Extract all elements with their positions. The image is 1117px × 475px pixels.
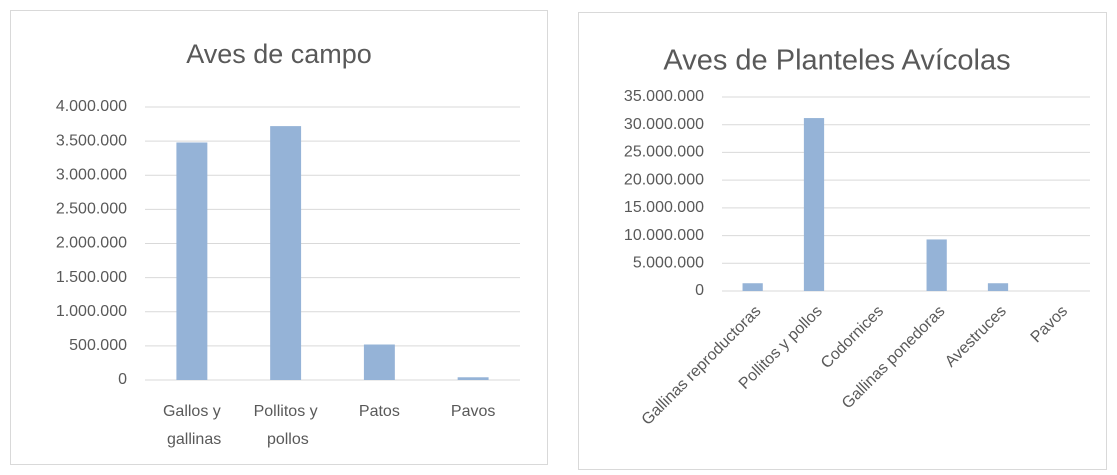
- y-tick-label: 1.000.000: [56, 303, 127, 320]
- bar: [987, 283, 1009, 291]
- x-tick-label: Gallos y gallinas: [163, 403, 222, 448]
- y-tick-label: 20.000.000: [624, 171, 704, 188]
- bar: [176, 142, 208, 380]
- bar: [926, 239, 947, 291]
- y-tick-label: 1.500.000: [56, 269, 127, 286]
- y-tick-label: 10.000.000: [624, 227, 704, 244]
- bar: [457, 377, 489, 380]
- y-tick-label: 15.000.000: [624, 199, 704, 216]
- y-tick-label: 3.000.000: [56, 166, 127, 183]
- bar: [803, 118, 825, 291]
- y-tick-label: 2.000.000: [56, 235, 127, 252]
- y-tick-label: 4.000.000: [56, 98, 127, 115]
- y-tick-label: 35.000.000: [624, 88, 704, 105]
- chart-title: Aves de campo: [186, 39, 372, 69]
- y-tick-label: 5.000.000: [633, 255, 704, 272]
- chart-title: Aves de Planteles Avícolas: [663, 45, 1010, 77]
- y-tick-label: 25.000.000: [624, 144, 704, 161]
- y-tick-label: 500.000: [69, 337, 127, 354]
- y-tick-label: 2.500.000: [56, 201, 127, 218]
- bar: [270, 126, 302, 380]
- bar: [363, 344, 395, 380]
- y-tick-label: 0: [695, 282, 704, 299]
- y-tick-label: 0: [118, 371, 127, 388]
- x-tick-label: Pavos: [451, 403, 495, 420]
- y-tick-label: 3.500.000: [56, 132, 127, 149]
- y-tick-label: 30.000.000: [624, 116, 704, 133]
- chart-frame: [578, 12, 1107, 470]
- x-tick-label: Patos: [359, 403, 400, 420]
- bar: [742, 283, 763, 291]
- x-tick-label: Pollitos y pollos: [254, 403, 318, 448]
